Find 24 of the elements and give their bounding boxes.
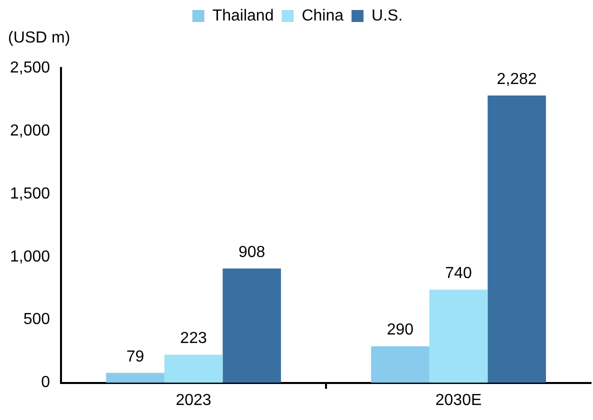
y-tick-label: 0 <box>41 374 50 392</box>
legend-label: Thailand <box>212 7 274 24</box>
legend-label: U.S. <box>372 7 403 24</box>
y-tick-label: 1,500 <box>10 185 50 202</box>
data-label: 2,282 <box>496 70 537 88</box>
data-label: 908 <box>238 244 266 261</box>
y-tick-label: 2,000 <box>10 122 50 140</box>
data-label: 740 <box>445 265 472 282</box>
data-label: 223 <box>180 330 207 348</box>
bar <box>488 95 546 383</box>
y-tick-label: 500 <box>23 311 50 328</box>
y-axis-title: (USD m) <box>8 29 70 46</box>
legend-label: China <box>302 7 344 24</box>
data-label: 290 <box>386 322 414 339</box>
bar <box>106 372 164 383</box>
y-tick-label: 2,500 <box>10 59 50 76</box>
x-tick-label: 2030E <box>435 392 482 409</box>
x-tick-label: 2023 <box>176 392 212 409</box>
bar <box>371 346 430 383</box>
bar <box>222 268 281 383</box>
data-label: 79 <box>126 348 144 366</box>
y-tick-label: 1,000 <box>10 248 50 266</box>
bar <box>164 354 223 383</box>
bar <box>429 290 488 383</box>
